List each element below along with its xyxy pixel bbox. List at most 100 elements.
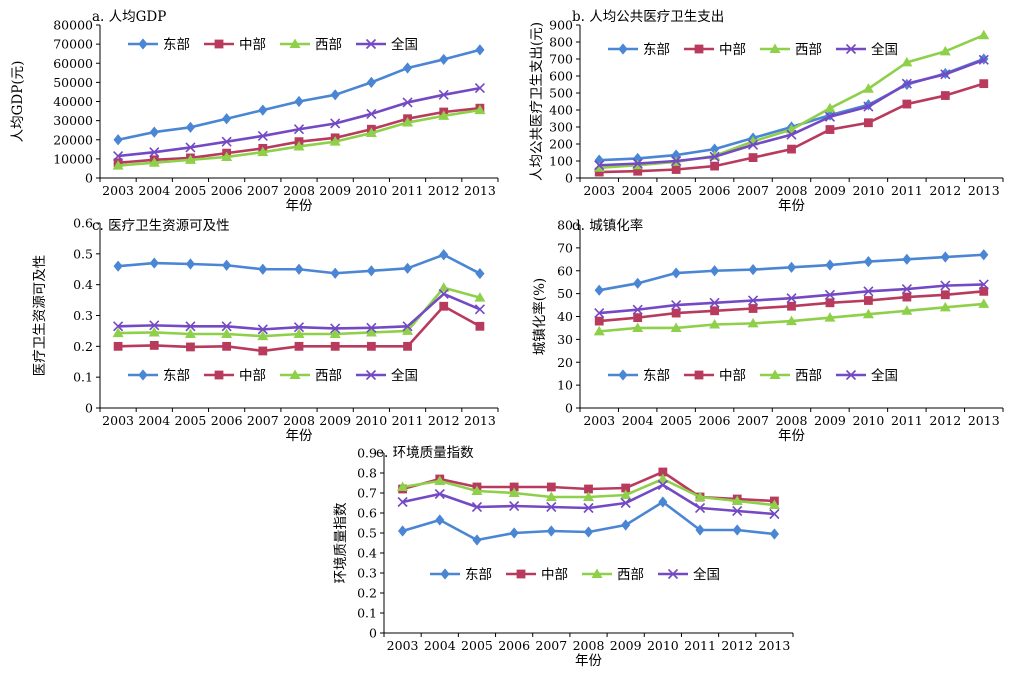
legend-label-东部: 东部 bbox=[643, 42, 670, 58]
y-tick-label: 40000 bbox=[53, 94, 93, 109]
data-point-西部 bbox=[438, 282, 450, 292]
data-point-东部 bbox=[633, 277, 643, 289]
y-tick-label: 30000 bbox=[53, 113, 93, 128]
x-tick-label: 2011 bbox=[392, 413, 424, 428]
data-point-中部 bbox=[330, 341, 340, 351]
data-point-东部 bbox=[435, 514, 445, 526]
x-tick-label: 2013 bbox=[968, 413, 1000, 428]
y-tick-label: 0.5 bbox=[357, 526, 377, 541]
x-tick-label: 2004 bbox=[622, 413, 654, 428]
data-point-东部 bbox=[475, 44, 485, 56]
x-tick-label: 2006 bbox=[211, 183, 243, 198]
legend-marker bbox=[289, 38, 301, 48]
data-point-东部 bbox=[671, 267, 681, 279]
data-point-西部 bbox=[786, 315, 797, 326]
data-point-中部 bbox=[787, 301, 796, 311]
y-tick-label: 50000 bbox=[53, 75, 93, 90]
x-tick-label: 2010 bbox=[853, 413, 885, 428]
data-point-全国 bbox=[221, 136, 232, 147]
data-point-西部 bbox=[670, 322, 682, 332]
x-tick-label: 2011 bbox=[891, 413, 923, 428]
data-point-西部 bbox=[257, 330, 269, 341]
legend-marker bbox=[365, 369, 377, 381]
data-point-西部 bbox=[620, 489, 632, 499]
data-point-中部 bbox=[403, 341, 412, 351]
data-point-中部 bbox=[222, 341, 232, 351]
legend-label-西部: 西部 bbox=[617, 567, 644, 583]
legend-marker bbox=[289, 369, 301, 379]
data-point-全国 bbox=[471, 501, 483, 513]
legend-marker bbox=[214, 370, 224, 380]
data-point-东部 bbox=[294, 95, 304, 108]
data-point-东部 bbox=[366, 76, 376, 88]
x-tick-label: 2010 bbox=[355, 183, 387, 198]
data-point-东部 bbox=[509, 527, 519, 539]
y-tick-label: 0.1 bbox=[73, 370, 93, 385]
panel-b: b. 人均公共医疗卫生支出 0 100 200 300 400 500 600 700 800 90… bbox=[529, 9, 1004, 214]
data-point-西部 bbox=[901, 56, 913, 67]
y-tick-label: 20 bbox=[557, 355, 573, 370]
x-tick-label: 2003 bbox=[387, 638, 419, 653]
data-point-中部 bbox=[902, 292, 912, 302]
data-point-中部 bbox=[864, 296, 873, 305]
legend-marker bbox=[769, 369, 781, 379]
y-tick-label: 0.3 bbox=[357, 566, 377, 581]
data-point-全国 bbox=[747, 295, 759, 306]
data-point-中部 bbox=[546, 482, 556, 492]
data-point-西部 bbox=[112, 160, 124, 170]
data-point-全国 bbox=[402, 321, 413, 332]
data-point-全国 bbox=[694, 502, 706, 514]
legend-marker bbox=[138, 369, 148, 381]
data-point-全国 bbox=[113, 321, 124, 332]
data-point-东部 bbox=[402, 262, 413, 274]
data-point-东部 bbox=[825, 259, 835, 271]
data-point-中部 bbox=[594, 167, 604, 177]
x-tick-label: 2008 bbox=[283, 413, 315, 428]
panel-d: d. 城镇化率 0 10 20 30 40 50 60 70 80 2003 2004 2005 2006… bbox=[531, 217, 1004, 444]
legend-marker bbox=[591, 568, 603, 578]
data-point-中部 bbox=[710, 306, 719, 316]
x-tick-label: 2006 bbox=[699, 413, 731, 428]
data-point-西部 bbox=[365, 127, 377, 138]
data-point-中部 bbox=[748, 153, 758, 162]
data-point-中部 bbox=[940, 91, 950, 100]
x-tick-label: 2012 bbox=[721, 638, 753, 653]
data-point-全国 bbox=[978, 54, 989, 65]
legend-marker bbox=[694, 44, 704, 54]
x-tick-label: 2009 bbox=[319, 413, 351, 428]
data-point-西部 bbox=[939, 301, 951, 312]
data-point-东部 bbox=[258, 263, 268, 275]
data-point-东部 bbox=[475, 267, 485, 280]
data-point-全国 bbox=[732, 505, 743, 517]
data-point-东部 bbox=[330, 89, 340, 101]
data-point-西部 bbox=[731, 495, 743, 505]
data-point-全国 bbox=[594, 160, 605, 171]
panel-e: e. 环境质量指数 0 0.1 0.2 0.3 0.4 0.5 0.6 0.7 0.8 0.9 200… bbox=[333, 445, 794, 669]
y-tick-label: 0.2 bbox=[357, 586, 377, 601]
legend-label-中部: 中部 bbox=[719, 368, 746, 384]
x-tick-label: 2009 bbox=[814, 413, 846, 428]
y-tick-label: 900 bbox=[549, 18, 573, 33]
x-tick-label: 2010 bbox=[853, 183, 885, 198]
series-line-东部 bbox=[117, 48, 481, 142]
y-tick-label: 0.9 bbox=[357, 446, 377, 461]
data-point-西部 bbox=[184, 328, 196, 338]
data-point-西部 bbox=[593, 325, 605, 336]
y-axis-title-d: 城镇化率(%) bbox=[531, 278, 548, 355]
data-point-全国 bbox=[824, 111, 836, 122]
data-point-东部 bbox=[709, 143, 720, 155]
y-tick-label: 0.6 bbox=[73, 216, 93, 231]
x-tick-label: 2007 bbox=[737, 183, 769, 198]
y-tick-label: 40 bbox=[557, 309, 573, 324]
y-tick-label: 0 bbox=[85, 401, 93, 416]
data-point-中部 bbox=[658, 467, 668, 477]
data-point-全国 bbox=[583, 502, 594, 514]
x-tick-label: 2011 bbox=[392, 183, 424, 198]
legend-label-全国: 全国 bbox=[391, 367, 418, 384]
data-point-全国 bbox=[863, 101, 874, 112]
data-point-中部 bbox=[671, 165, 681, 174]
y-tick-label: 700 bbox=[549, 52, 573, 67]
x-tick-label: 2005 bbox=[175, 183, 207, 198]
data-point-东部 bbox=[402, 62, 413, 74]
legend-marker bbox=[845, 43, 857, 55]
